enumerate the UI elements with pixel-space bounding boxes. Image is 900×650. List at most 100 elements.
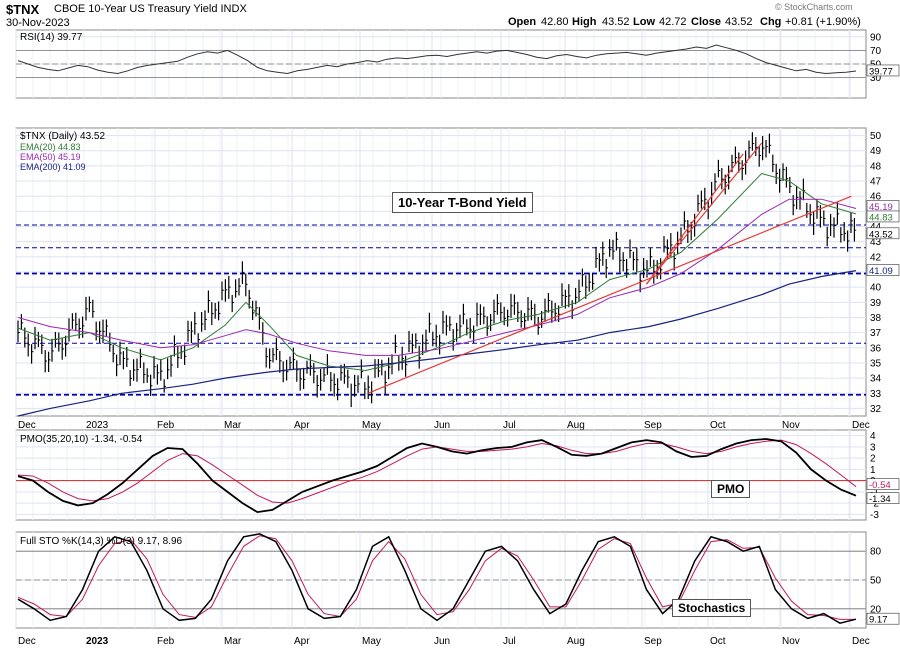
- price-ytick-label: 47: [870, 177, 882, 188]
- trend-line: [646, 142, 763, 285]
- price-month-label: Dec: [18, 420, 36, 431]
- sto-month-label: Dec: [18, 636, 36, 647]
- instrument-name: CBOE 10-Year US Treasury Yield INDX: [54, 3, 247, 15]
- sto-month-label: Oct: [710, 636, 726, 647]
- ohlc-open-label: Open: [508, 16, 537, 28]
- pmo-ytick-label: 2: [870, 454, 876, 465]
- pmo-legend: PMO(35,20,10) -1.34, -0.54: [20, 434, 143, 445]
- sto-k-line: [17, 533, 857, 625]
- trend-line: [367, 195, 852, 394]
- price-month-label: Jun: [434, 420, 450, 431]
- pmo-value: -1.34: [869, 494, 891, 505]
- rsi-ytick-label: 90: [870, 32, 882, 43]
- pmo-ytick-label: 3: [870, 442, 876, 453]
- price-month-label: Jul: [503, 420, 516, 431]
- price-ytick-label: 39: [870, 298, 882, 309]
- ohlc-high: 43.52: [602, 16, 630, 28]
- sto-legend: Full STO %K(14,3) %D(3) 9.17, 8.96: [20, 536, 183, 547]
- ema20-value-label: 44.83: [869, 212, 893, 223]
- price-month-label: Feb: [157, 420, 175, 431]
- price-month-label: Dec: [852, 420, 870, 431]
- pmo-ytick-label: -2: [870, 499, 879, 510]
- ema20-legend: EMA(20) 44.83: [20, 142, 81, 152]
- stochastics-ytick-label: 80: [870, 547, 882, 558]
- sto-month-label: Mar: [224, 636, 242, 647]
- price-ytick-label: 37: [870, 328, 882, 339]
- price-ytick-label: 36: [870, 343, 882, 354]
- rsi-legend: RSI(14) 39.77: [20, 32, 83, 43]
- price-legend: $TNX (Daily) 43.52: [20, 131, 105, 142]
- pmo-ytick-label: 1: [870, 465, 876, 476]
- stochastics-ytick-label: 20: [870, 604, 882, 615]
- price-month-label: Mar: [224, 420, 242, 431]
- price-month-label: Apr: [294, 420, 310, 431]
- price-month-label: Aug: [567, 420, 585, 431]
- sto-month-label: Apr: [294, 636, 310, 647]
- rsi-ytick-label: 30: [870, 73, 882, 84]
- sto-value: 9.17: [869, 615, 888, 626]
- sto-month-label: May: [362, 636, 381, 647]
- pmo-signal-value: -0.54: [869, 480, 891, 491]
- price-ytick-label: 49: [870, 146, 882, 157]
- stochastics-ytick-label: 50: [870, 576, 882, 587]
- ohlc-close-label: Close: [691, 16, 721, 28]
- sto-month-label: Aug: [567, 636, 585, 647]
- rsi-line: [17, 44, 857, 75]
- watermark: © StockCharts.com: [775, 2, 853, 12]
- pmo-ytick-label: 4: [870, 431, 876, 442]
- sto-month-label: Jun: [434, 636, 450, 647]
- price-ytick-label: 40: [870, 283, 882, 294]
- price-ytick-label: 35: [870, 358, 882, 369]
- ema20-line: [17, 172, 857, 372]
- ohlc-low: 42.72: [659, 16, 687, 28]
- stochastics-annotation: Stochastics: [672, 599, 752, 617]
- rsi-current-label-bg: [866, 64, 900, 77]
- price-ytick-label: 46: [870, 192, 882, 203]
- sto-month-label: 2023: [86, 636, 109, 647]
- sto-value-bg: [866, 612, 900, 625]
- price-month-label: Nov: [782, 420, 800, 431]
- pmo-value-bg: [866, 492, 900, 505]
- rsi-ytick-label: 70: [870, 46, 882, 57]
- price-month-label: May: [362, 420, 381, 431]
- sto-month-label: Sep: [644, 636, 662, 647]
- price-ytick-label: 43: [870, 237, 882, 248]
- price-value-label: 43.52: [869, 229, 893, 240]
- ticker-symbol: $TNX: [6, 2, 40, 17]
- sto-month-label: Jul: [503, 636, 516, 647]
- rsi-current-label: 39.77: [869, 66, 893, 77]
- pmo-line: [17, 438, 857, 514]
- price-value-label-bg: [866, 227, 900, 240]
- chart-date: 30-Nov-2023: [6, 17, 70, 29]
- ohlc-low-label: Low: [633, 16, 655, 28]
- bond-yield-annotation: 10-Year T-Bond Yield: [392, 192, 533, 213]
- chart-header: $TNX CBOE 10-Year US Treasury Yield INDX…: [0, 0, 900, 30]
- ema200-value-label: 41.09: [869, 266, 893, 277]
- ema200-legend: EMA(200) 41.09: [20, 162, 86, 172]
- price-ytick-label: 42: [870, 252, 882, 263]
- sto-month-label: Nov: [782, 636, 800, 647]
- ema20-value-label-bg: [866, 210, 900, 223]
- ohlc-high-label: High: [572, 16, 597, 28]
- price-month-label: 2023: [86, 420, 109, 431]
- pmo-signal-value-bg: [866, 478, 900, 491]
- price-ytick-label: 33: [870, 389, 882, 400]
- pmo-annotation: PMO: [711, 480, 751, 498]
- ema50-value-label: 45.19: [869, 202, 893, 213]
- price-month-label: Sep: [644, 420, 662, 431]
- price-ytick-label: 34: [870, 374, 882, 385]
- ohlc-close: 43.52: [725, 16, 753, 28]
- ohlc-chg: +0.81 (+1.90%): [785, 16, 861, 28]
- ema200-value-label-bg: [866, 264, 900, 276]
- price-month-label: Oct: [710, 420, 726, 431]
- ema200-line: [17, 270, 857, 417]
- sto-d-line: [17, 535, 856, 620]
- price-ytick-label: 48: [870, 161, 882, 172]
- price-ytick-label: 32: [870, 404, 882, 415]
- price-ytick-label: 38: [870, 313, 882, 324]
- sto-month-label: Dec: [852, 636, 870, 647]
- ohlc-open: 42.80: [541, 16, 569, 28]
- ema50-legend: EMA(50) 45.19: [20, 152, 81, 162]
- price-ytick-label: 50: [870, 131, 882, 142]
